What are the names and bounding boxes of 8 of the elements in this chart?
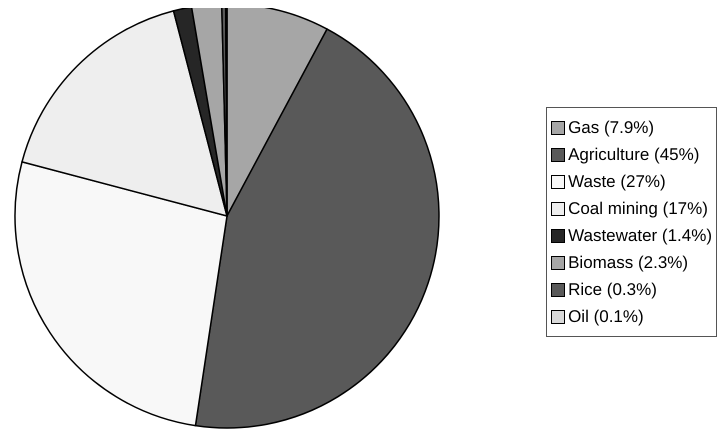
legend-label: Wastewater (1.4%)	[568, 225, 712, 247]
legend-label: Coal mining (17%)	[568, 198, 708, 220]
legend-label: Oil (0.1%)	[568, 306, 644, 328]
legend-label: Agriculture (45%)	[568, 144, 700, 166]
legend-label: Gas (7.9%)	[568, 117, 654, 139]
legend-label: Waste (27%)	[568, 171, 666, 193]
legend-label: Biomass (2.3%)	[568, 252, 688, 274]
legend-label: Rice (0.3%)	[568, 279, 657, 301]
